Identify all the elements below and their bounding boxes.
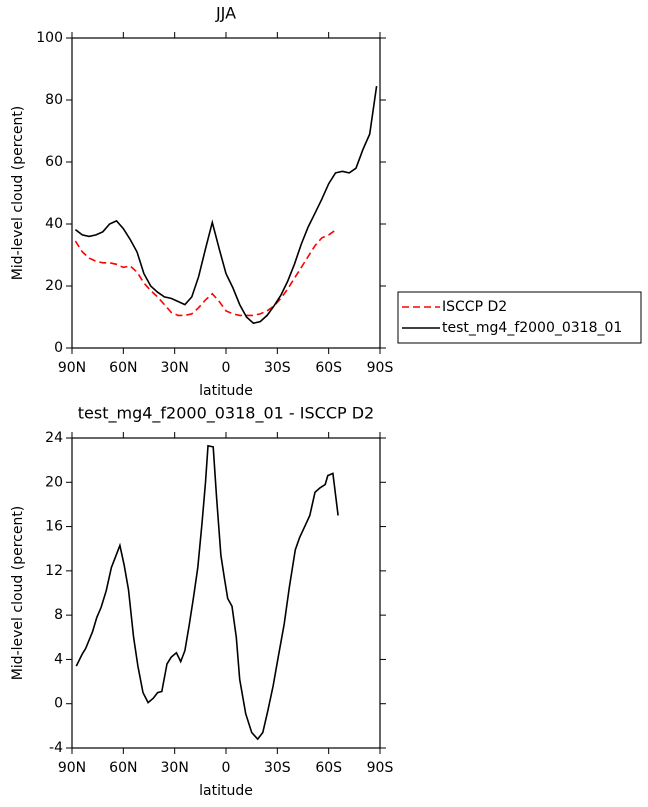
y-axis-label: Mid-level cloud (percent) [10, 106, 26, 281]
y-tick-label: 80 [45, 92, 63, 108]
y-axis-label: Mid-level cloud (percent) [10, 506, 26, 681]
y-tick-label: 0 [54, 696, 63, 712]
x-tick-label: 0 [222, 760, 231, 776]
legend-box [397, 291, 642, 344]
x-tick-label: 60S [315, 360, 342, 376]
y-tick-label: 60 [45, 154, 63, 170]
y-tick-label: 0 [54, 340, 63, 356]
y-tick-label: 24 [45, 430, 63, 446]
x-tick-label: 30N [161, 760, 189, 776]
y-tick-label: -4 [49, 740, 63, 756]
x-axis-label: latitude [199, 383, 253, 399]
x-axis-label: latitude [199, 783, 253, 799]
x-tick-label: 60N [109, 760, 137, 776]
x-tick-label: 30S [264, 760, 291, 776]
x-tick-label: 30N [161, 360, 189, 376]
y-tick-label: 100 [36, 30, 63, 46]
x-tick-label: 30S [264, 360, 291, 376]
y-tick-label: 40 [45, 216, 63, 232]
data-line [74, 229, 336, 317]
y-tick-label: 20 [45, 278, 63, 294]
x-tick-label: 90S [367, 760, 394, 776]
legend-label: ISCCP D2 [442, 299, 507, 315]
y-tick-label: 20 [45, 474, 63, 490]
legend-label: test_mg4_f2000_0318_01 [442, 320, 622, 336]
x-tick-label: 60S [315, 760, 342, 776]
y-tick-label: 16 [45, 519, 63, 535]
y-tick-label: 4 [54, 651, 63, 667]
x-tick-label: 60N [109, 360, 137, 376]
x-tick-label: 90N [58, 760, 86, 776]
data-line [75, 444, 339, 741]
y-tick-label: 12 [45, 563, 63, 579]
y-tick-label: 8 [54, 607, 63, 623]
x-tick-label: 90N [58, 360, 86, 376]
chart-title: JJA [215, 4, 236, 23]
x-tick-label: 0 [222, 360, 231, 376]
data-line [74, 85, 378, 325]
plot-frame [71, 37, 381, 349]
x-tick-label: 90S [367, 360, 394, 376]
chart-title: test_mg4_f2000_0318_01 - ISCCP D2 [78, 404, 374, 424]
